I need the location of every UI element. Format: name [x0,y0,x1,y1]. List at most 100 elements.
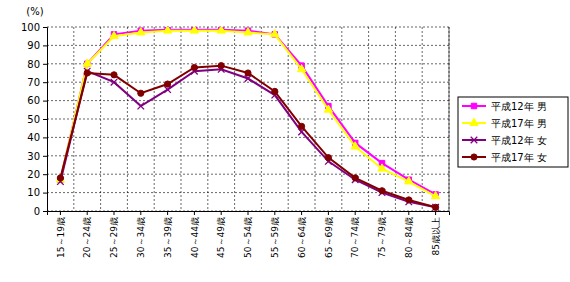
series-marker [217,27,225,33]
x-tick-mark [328,211,329,215]
grid-line-y [47,155,449,156]
y-tick-label: 20 [27,169,40,180]
x-tick-mark [355,211,356,215]
series-marker [271,30,279,37]
x-tick-label: 85歳以上 [431,217,441,255]
series-line [60,66,435,208]
y-tick-label: 70 [27,77,40,88]
plot-area [56,27,440,211]
grid-line-x [154,27,155,211]
x-tick-mark [140,211,141,215]
x-tick: 20～24歳 [82,211,92,258]
x-axis-line [48,212,450,216]
x-tick-label: 35～39歳 [163,217,173,258]
x-tick-label: 65～69歳 [324,217,334,258]
x-tick-label: 80～84歳 [404,217,414,258]
y-tick: 80 [27,59,47,70]
series-marker [299,123,305,129]
y-tick-label: 100 [21,22,40,33]
series-marker [272,88,278,94]
y-tick-label: 60 [27,95,40,106]
y-tick-mark [43,174,47,175]
x-tick: 60～64歳 [297,211,307,258]
x-tick-mark [408,211,409,215]
x-tick-label: 25～29歳 [109,217,119,258]
chart-svg: 010203040506070809010015～19歳20～24歳25～29歳… [0,0,570,282]
grid-line-x [288,27,289,211]
x-tick-mark [382,211,383,215]
x-tick-mark [274,211,275,215]
legend: 平成12年 男平成17年 男平成12年 女平成17年 女 [458,97,568,167]
series-marker [378,164,386,171]
series-marker [433,204,439,210]
x-tick: 25～29歳 [109,211,119,258]
legend-marker [471,103,476,108]
series-marker [56,175,64,182]
x-tick: 50～54歳 [243,211,253,258]
x-tick-label: 60～64歳 [297,217,307,258]
y-tick: 20 [27,169,47,180]
x-tick: 65～69歳 [324,211,334,258]
legend-box [458,97,568,167]
y-tick: 50 [27,114,47,125]
series-marker [138,103,145,110]
y-tick-label: 50 [27,114,40,125]
series-marker [406,197,412,203]
x-tick-mark [301,211,302,215]
grid-line-x [449,27,450,211]
y-tick-label: 30 [27,151,40,162]
y-axis-title: (%) [26,6,43,17]
grid-line-x [261,27,262,211]
y-axis-line [43,28,48,212]
y-tick-mark [43,101,47,102]
series-marker [324,105,332,112]
y-tick: 0 [34,206,47,217]
series-marker [163,27,171,33]
x-tick-mark [435,211,436,215]
grid-line-x [207,27,208,211]
grid-line-x [234,27,235,211]
y-tick-mark [43,64,47,65]
grid-line-x [395,27,396,211]
grid-line-y [47,82,449,83]
series-marker [138,90,144,96]
grid-line-y [47,63,449,64]
series-marker [84,70,90,76]
grid-line-y [47,137,449,138]
y-tick-mark [43,82,47,83]
x-tick-mark [87,211,88,215]
x-tick-label: 55～59歳 [270,217,280,258]
series-marker [379,188,385,194]
y-tick-label: 80 [27,59,40,70]
x-tick: 75～79歳 [377,211,387,258]
grid-line-y [47,45,449,46]
x-tick: 35～39歳 [163,211,173,258]
series-marker [432,204,439,211]
series-marker [218,63,224,69]
series-marker [325,155,331,161]
x-tick-mark [114,211,115,215]
y-tick-mark [43,137,47,138]
grid-line-y [47,100,449,101]
y-tick-mark [43,119,47,120]
plot-frame [449,27,450,211]
series-marker [137,28,145,35]
legend-label: 平成17年 男 [491,118,547,129]
y-tick-label: 90 [27,40,40,51]
x-tick: 30～34歳 [136,211,146,258]
legend-marker [470,118,478,125]
series-marker [245,70,251,76]
x-tick: 70～74歳 [350,211,360,258]
x-tick-mark [60,211,61,215]
y-tick: 40 [27,132,47,143]
x-tick: 55～59歳 [270,211,280,258]
series-marker [111,72,117,78]
y-tick-mark [43,156,47,157]
y-axis: 0 10 20 30 40 50 60 70 80 90 100 [21,22,48,217]
y-tick-label: 10 [27,187,40,198]
y-tick-mark [43,27,47,28]
y-tick-mark [43,211,47,212]
series-marker [405,177,413,184]
series-marker [110,31,118,38]
x-tick: 40～44歳 [190,211,200,258]
